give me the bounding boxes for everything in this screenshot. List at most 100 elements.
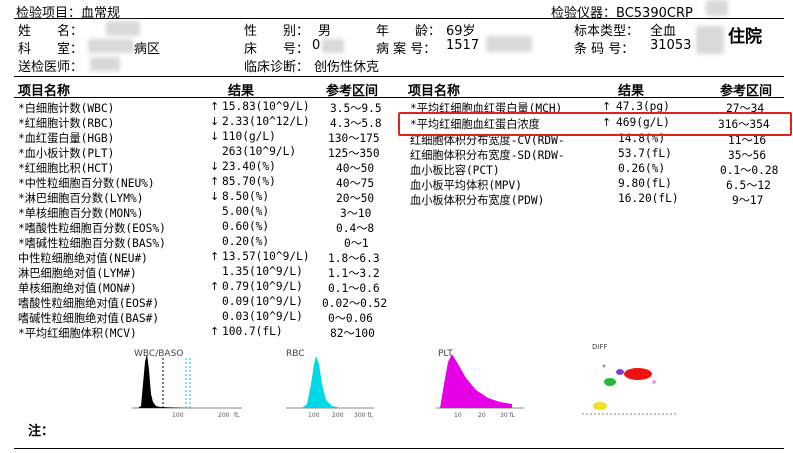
header-rule [14, 18, 784, 19]
basophil-dot [602, 364, 606, 368]
result-value: 13.57(10^9/L) [222, 250, 310, 263]
result-range: 40～50 [336, 162, 375, 175]
result-range: 0～0.06 [328, 312, 373, 325]
flag-down-icon: ↓ [210, 160, 220, 173]
result-name: 红细胞体积分布宽度-CV(RDW- [410, 134, 565, 147]
diag-label: 临床诊断： [244, 60, 310, 75]
result-range: 0.4～8 [336, 222, 375, 235]
result-value: 0.03(10^9/L) [222, 310, 303, 323]
note-label: 注： [28, 424, 55, 439]
redaction [696, 26, 724, 54]
instrument: 检验仪器：BC5390CRP [551, 2, 693, 21]
col-result-left: 结果 [228, 84, 255, 99]
result-name: 嗜碱性粒细胞绝对值(BAS#) [18, 312, 160, 325]
result-range: 125～350 [328, 147, 380, 160]
result-name: *淋巴细胞百分数(LYM%) [18, 192, 144, 205]
barcode-value: 31053 [650, 38, 692, 53]
result-name: 血小板平均体积(MPV) [410, 179, 522, 192]
redaction [88, 39, 134, 53]
result-range: 35～56 [728, 149, 767, 162]
redaction [322, 39, 344, 53]
flag-down-icon: ↓ [210, 130, 220, 143]
result-name: 中性粒细胞绝对值(NEU#) [18, 252, 148, 265]
result-value: 5.00(%) [222, 205, 270, 218]
result-range: 20～50 [336, 192, 375, 205]
result-value: 0.26(%) [618, 162, 666, 175]
result-range: 0.1～0.28 [720, 164, 779, 177]
rbc-curve [302, 356, 342, 408]
result-name: *单核细胞百分数(MON%) [18, 207, 144, 220]
flag-down-icon: ↓ [210, 190, 220, 203]
result-name: *平均红细胞血红蛋白浓度 [410, 118, 540, 131]
result-value: 23.40(%) [222, 160, 276, 173]
sample-value: 全血 [650, 24, 677, 39]
flag-up-icon: ↑ [210, 175, 220, 188]
result-name: *嗜碱性粒细胞百分数(BAS%) [18, 237, 166, 250]
result-range: 40～75 [336, 177, 375, 190]
monocyte-cluster [616, 369, 624, 375]
result-value: 100.7(fL) [222, 325, 283, 338]
result-range: 27～34 [726, 102, 765, 115]
eosinophil-dot [652, 380, 656, 384]
result-value: 0.20(%) [222, 235, 270, 248]
case-value: 1517 [446, 38, 480, 53]
result-range: 9～17 [732, 194, 764, 207]
result-value: 15.83(10^9/L) [222, 100, 310, 113]
redaction [486, 36, 532, 52]
sample-label: 标本类型： [574, 24, 640, 39]
result-value: 47.3(pg) [616, 100, 670, 113]
col-item-right: 项目名称 [408, 84, 461, 99]
dept-value: 病区 [134, 42, 161, 57]
rbc-histogram: RBC 100 200 300 fL [286, 349, 374, 419]
bed-label: 床 号： [244, 42, 310, 57]
age-value: 69岁 [446, 24, 476, 39]
result-name: *红细胞计数(RBC) [18, 117, 115, 130]
result-range: 11～16 [728, 134, 767, 147]
gender-value: 男 [318, 24, 332, 39]
result-range: 1.8～6.3 [328, 252, 380, 265]
flag-up-icon: ↑ [602, 116, 612, 129]
debris-cluster [593, 402, 607, 410]
flag-up-icon: ↑ [210, 250, 220, 263]
rbc-tick: 200 [332, 412, 344, 419]
neutrophil-cluster [624, 368, 652, 380]
diff-scatter: DIFF [582, 343, 678, 415]
flag-up-icon: ↑ [210, 280, 220, 293]
plt-label: PLT [438, 349, 453, 359]
wbc-tick: 100 [172, 412, 184, 419]
redaction [706, 0, 728, 16]
result-name: *中性粒细胞百分数(NEU%) [18, 177, 155, 190]
result-range: 4.3～5.8 [330, 117, 382, 130]
wbc-label: WBC/BASO [134, 349, 183, 359]
result-range: 3.5～9.5 [330, 102, 382, 115]
result-name: 嗜酸性粒细胞绝对值(EOS#) [18, 297, 160, 310]
patient-rule [14, 76, 784, 77]
result-value: 1.35(10^9/L) [222, 265, 303, 278]
plt-histogram: PLT 10 20 30 fL [436, 349, 524, 419]
rbc-tick: 300 fL [354, 412, 373, 419]
lymphocyte-cluster [604, 378, 616, 386]
result-range: 6.5～12 [726, 179, 771, 192]
flag-up-icon: ↑ [210, 325, 220, 338]
exam-label: 检验项目： [16, 6, 82, 21]
result-range: 0～1 [344, 237, 369, 250]
result-value: 8.50(%) [222, 190, 270, 203]
diff-label: DIFF [592, 343, 608, 351]
flag-up-icon: ↑ [210, 100, 220, 113]
result-value: 0.60(%) [222, 220, 270, 233]
col-range-left: 参考区间 [326, 84, 379, 99]
age-label: 年 龄： [376, 24, 442, 39]
result-name: 红细胞体积分布宽度-SD(RDW- [410, 149, 565, 162]
result-name: *白细胞计数(WBC) [18, 102, 115, 115]
result-range: 316～354 [718, 118, 770, 131]
result-value: 263(10^9/L) [222, 145, 297, 158]
result-value: 9.80(fL) [618, 177, 672, 190]
result-range: 130～175 [328, 132, 380, 145]
result-name: *平均红细胞血红蛋白量(MCH) [410, 102, 563, 115]
result-name: *血红蛋白量(HGB) [18, 132, 115, 145]
diag-value: 创伤性休克 [314, 60, 380, 75]
result-value: 469(g/L) [616, 116, 670, 129]
sender-label: 送检医师： [18, 60, 84, 75]
plt-tick: 20 [478, 412, 486, 419]
exam-value: 血常规 [81, 6, 121, 21]
